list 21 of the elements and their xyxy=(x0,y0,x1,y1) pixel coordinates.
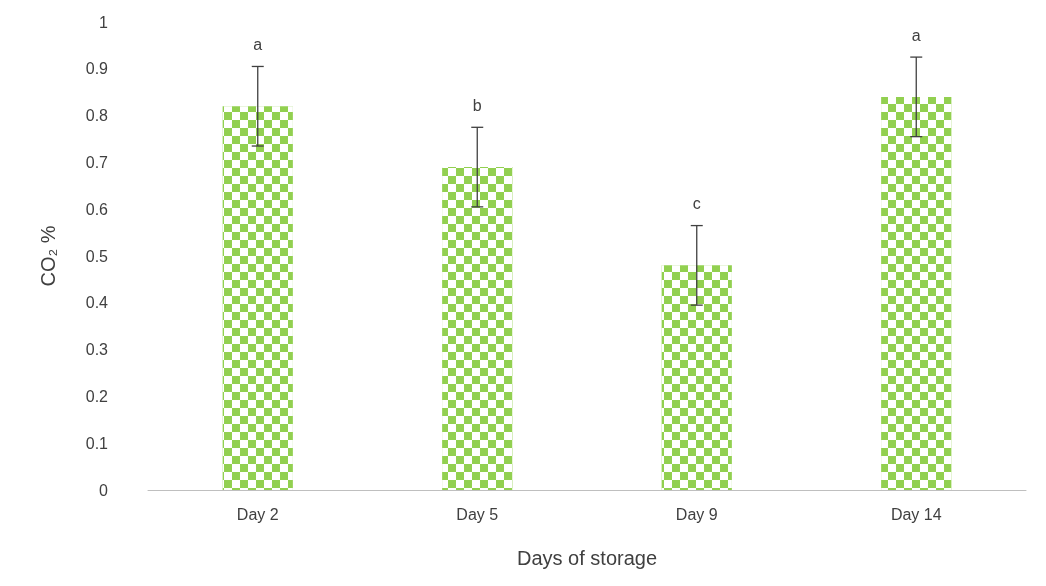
annotation: a xyxy=(911,26,921,44)
y-tick-label: 1 xyxy=(99,13,109,31)
y-axis-title: CO₂ % xyxy=(37,225,59,287)
annotation: c xyxy=(692,195,701,213)
y-tick-label: 0.3 xyxy=(85,341,109,359)
y-tick-label: 0 xyxy=(99,481,109,499)
y-tick-label: 0.8 xyxy=(85,107,109,125)
y-tick-label: 0.9 xyxy=(85,60,109,78)
y-tick-label: 0.5 xyxy=(85,247,109,265)
x-tick-label: Day 9 xyxy=(675,505,718,523)
y-tick-label: 0.2 xyxy=(85,387,109,405)
x-tick-label: Day 14 xyxy=(890,505,942,523)
x-tick-label: Day 2 xyxy=(236,505,279,523)
y-tick-label: 0.1 xyxy=(85,434,109,452)
x-axis-title: Days of storage xyxy=(516,547,658,569)
y-tick-label: 0.6 xyxy=(85,200,109,218)
x-tick-label: Day 5 xyxy=(456,505,499,523)
annotation: a xyxy=(253,35,263,53)
annotation: b xyxy=(472,96,482,114)
y-tick-label: 0.4 xyxy=(85,294,109,312)
y-tick-label: 0.7 xyxy=(85,153,109,171)
